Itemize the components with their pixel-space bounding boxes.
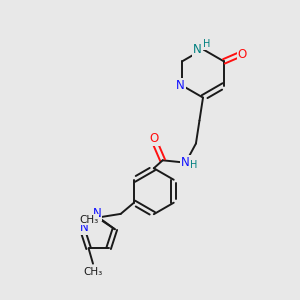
Text: H: H: [190, 160, 198, 170]
Text: CH₃: CH₃: [80, 214, 99, 224]
Text: O: O: [238, 47, 247, 61]
Text: O: O: [150, 132, 159, 145]
Text: H: H: [203, 39, 210, 49]
Text: N: N: [80, 221, 89, 234]
Text: N: N: [176, 79, 185, 92]
Text: N: N: [181, 156, 190, 169]
Text: N: N: [193, 43, 202, 56]
Text: N: N: [93, 207, 101, 220]
Text: CH₃: CH₃: [83, 267, 103, 277]
